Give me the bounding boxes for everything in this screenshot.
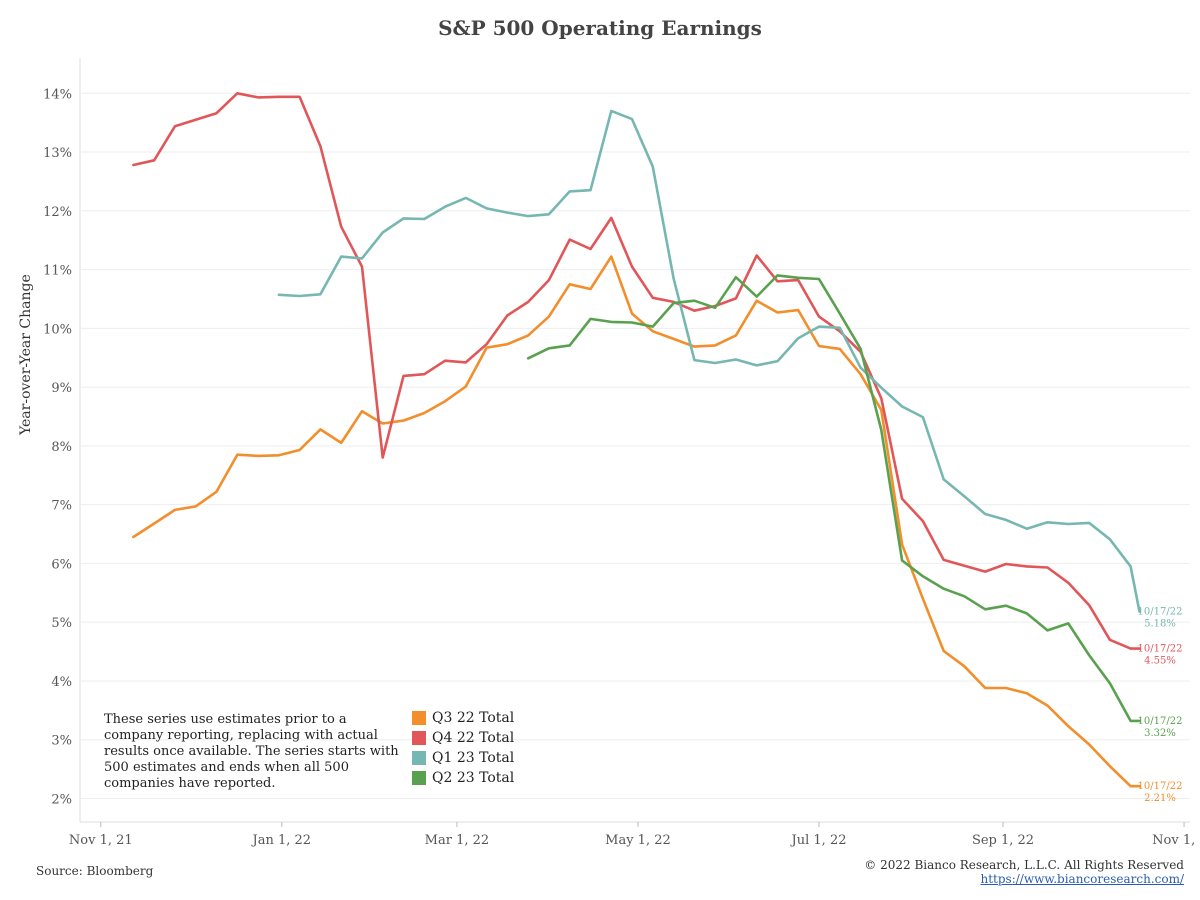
legend-swatch (412, 771, 426, 785)
series-line-q3-22-total (132, 255, 1141, 788)
y-tick-label: 3% (51, 734, 72, 749)
legend-item: Q4 22 Total (412, 728, 514, 748)
y-tick-label: 2% (51, 792, 72, 807)
series-line-q2-23-total (526, 274, 1141, 723)
x-tick-label: May 1, 22 (605, 833, 671, 848)
y-tick-label: 13% (43, 146, 72, 161)
end-labels: 10/17/222.21%10/17/224.55%10/17/225.18%1… (1138, 607, 1183, 805)
end-label-date: 10/17/22 (1138, 781, 1183, 792)
gridlines (79, 58, 1190, 823)
end-label-date: 10/17/22 (1138, 607, 1183, 618)
y-tick-label: 6% (51, 557, 72, 572)
end-label-value: 3.32% (1144, 728, 1176, 739)
y-tick-label: 4% (51, 675, 72, 690)
y-tick-label: 8% (51, 440, 72, 455)
end-label-value: 5.18% (1144, 619, 1176, 630)
series-line-q4-22-total (132, 92, 1141, 650)
y-tick-label: 9% (51, 381, 72, 396)
y-tick-label: 5% (51, 616, 72, 631)
series-line-q1-23-total (277, 109, 1141, 613)
methodology-note: These series use estimates prior to a co… (104, 712, 399, 791)
website-link[interactable]: https://www.biancoresearch.com/ (980, 872, 1184, 886)
x-tick-label: Sep 1, 22 (972, 833, 1034, 848)
chart-title: S&P 500 Operating Earnings (438, 16, 762, 40)
end-label-value: 2.21% (1144, 793, 1176, 804)
y-tick-label: 14% (43, 87, 72, 102)
legend-swatch (412, 751, 426, 765)
x-tick-label: Nov 1, 22 (1152, 833, 1200, 848)
x-tick-label: Jul 1, 22 (790, 833, 847, 848)
y-tick-label: 7% (51, 499, 72, 514)
x-tick-label: Jan 1, 22 (251, 833, 312, 848)
copyright-block: © 2022 Bianco Research, L.L.C. All Right… (864, 858, 1184, 886)
legend-label: Q4 22 Total (432, 730, 515, 746)
legend-item: Q2 23 Total (412, 768, 514, 788)
end-label-date: 10/17/22 (1138, 716, 1183, 727)
legend-swatch (412, 711, 426, 725)
y-axis-ticks: 2% 3% 4% 5% 6% 7% 8% 9% 10% 11% 12% 13% 14% (43, 87, 72, 807)
legend-label: Q2 23 Total (432, 770, 515, 786)
legend: Q3 22 Total Q4 22 Total Q1 23 Total Q2 23 T… (412, 708, 514, 788)
x-axis-ticks: Nov 1, 21 Jan 1, 22 Mar 1, 22 May 1, 22 Jul … (69, 822, 1200, 848)
y-tick-label: 10% (43, 322, 72, 337)
source-note: Source: Bloomberg (36, 864, 154, 878)
y-tick-label: 12% (43, 205, 72, 220)
legend-item: Q3 22 Total (412, 708, 514, 728)
x-tick-label: Mar 1, 22 (425, 833, 490, 848)
series-lines (132, 92, 1141, 788)
legend-label: Q1 23 Total (432, 750, 515, 766)
end-label-value: 4.55% (1144, 656, 1176, 667)
x-tick-label: Nov 1, 21 (69, 833, 133, 848)
legend-label: Q3 22 Total (432, 710, 515, 726)
y-tick-label: 11% (43, 264, 72, 279)
legend-swatch (412, 731, 426, 745)
legend-item: Q1 23 Total (412, 748, 514, 768)
copyright-text: © 2022 Bianco Research, L.L.C. All Right… (864, 858, 1184, 872)
end-label-date: 10/17/22 (1138, 644, 1183, 655)
